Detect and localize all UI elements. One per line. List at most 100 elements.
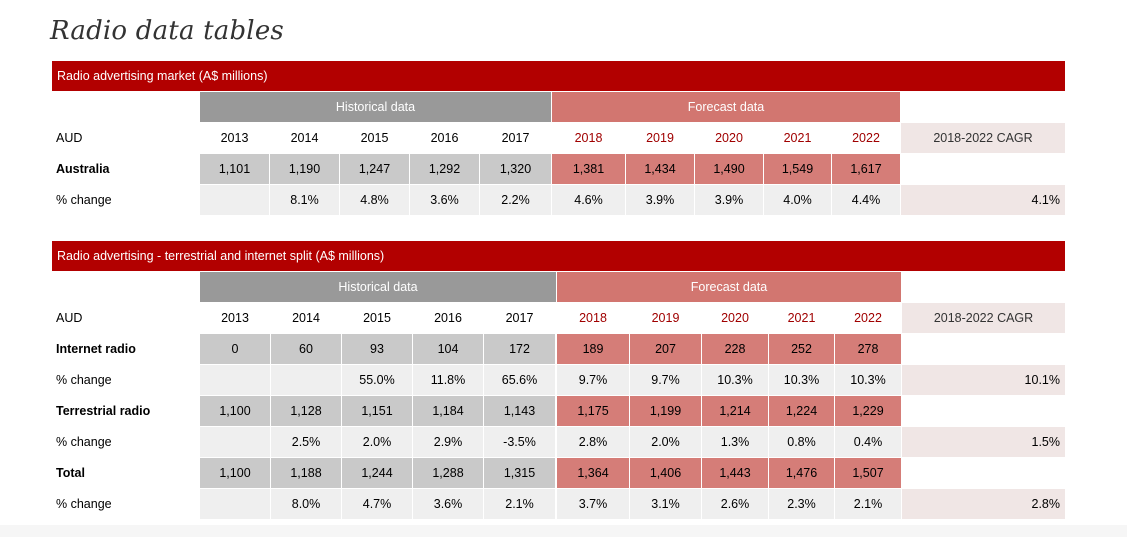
cagr-value: 1.5%: [902, 427, 1065, 457]
table-title: Radio advertising market (A$ millions): [52, 61, 1065, 91]
table-title: Radio advertising - terrestrial and inte…: [52, 241, 1065, 271]
year-header: 2020: [715, 131, 743, 145]
table-cell: 3.1%: [630, 489, 701, 519]
historical-data-banner: Historical data: [200, 92, 551, 122]
table-cell: 55.0%: [342, 365, 412, 395]
table-cell: 172: [484, 334, 555, 364]
table-cell: 278: [835, 334, 901, 364]
row-label: % change: [56, 193, 112, 207]
table-cell: 3.9%: [626, 185, 694, 215]
percent-change-row: % change 55.0% 11.8% 65.6% 9.7% 9.7% 10.3% 10.3…: [52, 365, 1065, 396]
year-header: 2015: [363, 311, 391, 325]
table-cell: 8.1%: [270, 185, 339, 215]
table-row: Internet radio 0 60 93 104 172 189 207 228 252 278: [52, 334, 1065, 365]
table-cell: 2.3%: [769, 489, 834, 519]
year-header: 2016: [430, 131, 459, 145]
table-cell: 1,476: [769, 458, 834, 488]
table-cell: [200, 489, 270, 519]
table-cell: 4.8%: [340, 185, 409, 215]
table-row: Australia 1,101 1,190 1,247 1,292 1,320 1,381 1…: [52, 154, 1065, 185]
table-cell: 3.6%: [410, 185, 479, 215]
table-cell: 1,292: [410, 154, 479, 184]
table-cell: 1,247: [340, 154, 409, 184]
cagr-header: 2018-2022 CAGR: [902, 303, 1065, 333]
table-cell: 4.6%: [552, 185, 625, 215]
table-cell: 10.3%: [702, 365, 768, 395]
year-header: 2019: [646, 131, 674, 145]
table-cell: 4.0%: [764, 185, 831, 215]
row-label: Total: [56, 466, 85, 480]
data-type-banner-row: Historical data Forecast data: [52, 92, 1065, 123]
percent-change-row: % change 2.5% 2.0% 2.9% -3.5% 2.8% 2.0% 1.3% 0.8…: [52, 427, 1065, 458]
year-header: 2014: [290, 131, 319, 145]
cagr-header: 2018-2022 CAGR: [901, 123, 1065, 153]
table-cell: 1,507: [835, 458, 901, 488]
table-cell: 228: [702, 334, 768, 364]
table-cell: 1,490: [695, 154, 763, 184]
table-cell: 1,434: [626, 154, 694, 184]
table-cell: 252: [769, 334, 834, 364]
year-header-row: AUD 2013 2014 2015 2016 2017 2018 2019 2020 2021 2…: [52, 123, 1065, 154]
year-header: 2022: [854, 311, 882, 325]
table-cell: 1,315: [484, 458, 555, 488]
table-row: Total 1,100 1,188 1,244 1,288 1,315 1,364 1,406…: [52, 458, 1065, 489]
table-cell: 1,101: [200, 154, 269, 184]
year-header: 2015: [360, 131, 389, 145]
table-cell: 2.9%: [413, 427, 483, 457]
table-cell: 1,381: [552, 154, 625, 184]
row-label: Internet radio: [56, 342, 136, 356]
table-cell: 65.6%: [484, 365, 555, 395]
table-cell: 207: [630, 334, 701, 364]
year-header: 2013: [220, 131, 249, 145]
year-header: 2017: [505, 311, 534, 325]
cagr-value: 10.1%: [902, 365, 1065, 395]
table-cell: 8.0%: [271, 489, 341, 519]
table-cell: 1,364: [557, 458, 629, 488]
table-cell: [200, 427, 270, 457]
table-cell: 1,288: [413, 458, 483, 488]
table-cell: 11.8%: [413, 365, 483, 395]
cagr-value: 2.8%: [902, 489, 1065, 519]
table-cell: 2.1%: [835, 489, 901, 519]
table-cell: 1,320: [480, 154, 551, 184]
percent-change-row: % change 8.1% 4.8% 3.6% 2.2% 4.6% 3.9% 3.9% 4.0%…: [52, 185, 1065, 216]
radio-advertising-market-table: Radio advertising market (A$ millions) Hi…: [52, 61, 1065, 216]
table-cell: 1,229: [835, 396, 901, 426]
table-cell: 9.7%: [557, 365, 629, 395]
table-cell: 10.3%: [769, 365, 834, 395]
year-header: 2013: [221, 311, 249, 325]
row-label: % change: [56, 497, 112, 511]
table-cell: 1,224: [769, 396, 834, 426]
table-cell: 1,100: [200, 396, 270, 426]
table-cell: 3.6%: [413, 489, 483, 519]
table-cell: 1,188: [271, 458, 341, 488]
year-header: 2019: [651, 311, 680, 325]
table-cell: 1,406: [630, 458, 701, 488]
table-cell: [200, 185, 269, 215]
table-cell: 2.8%: [557, 427, 629, 457]
table-cell: 1,199: [630, 396, 701, 426]
year-header: 2021: [783, 131, 812, 145]
table-cell: [200, 365, 270, 395]
data-type-banner-row: Historical data Forecast data: [52, 272, 1065, 303]
table-cell: 4.4%: [832, 185, 900, 215]
year-header: 2018: [579, 311, 607, 325]
table-cell: 93: [342, 334, 412, 364]
table-cell: 1,175: [557, 396, 629, 426]
table-cell: 1,214: [702, 396, 768, 426]
year-header: 2014: [292, 311, 320, 325]
row-label: Australia: [56, 162, 110, 176]
table-cell: 9.7%: [630, 365, 701, 395]
table-cell: 2.5%: [271, 427, 341, 457]
year-header: 2018: [574, 131, 603, 145]
table-cell: -3.5%: [484, 427, 555, 457]
percent-change-row: % change 8.0% 4.7% 3.6% 2.1% 3.7% 3.1% 2.6% 2.3%…: [52, 489, 1065, 520]
table-cell: 104: [413, 334, 483, 364]
year-header-row: AUD 2013 2014 2015 2016 2017 2018 2019 2020 2021 2…: [52, 303, 1065, 334]
table-cell: 0: [200, 334, 270, 364]
table-cell: 2.0%: [630, 427, 701, 457]
row-label: % change: [56, 373, 112, 387]
radio-advertising-split-table: Radio advertising - terrestrial and inte…: [52, 241, 1065, 520]
historical-data-banner: Historical data: [200, 272, 556, 302]
table-cell: 10.3%: [835, 365, 901, 395]
